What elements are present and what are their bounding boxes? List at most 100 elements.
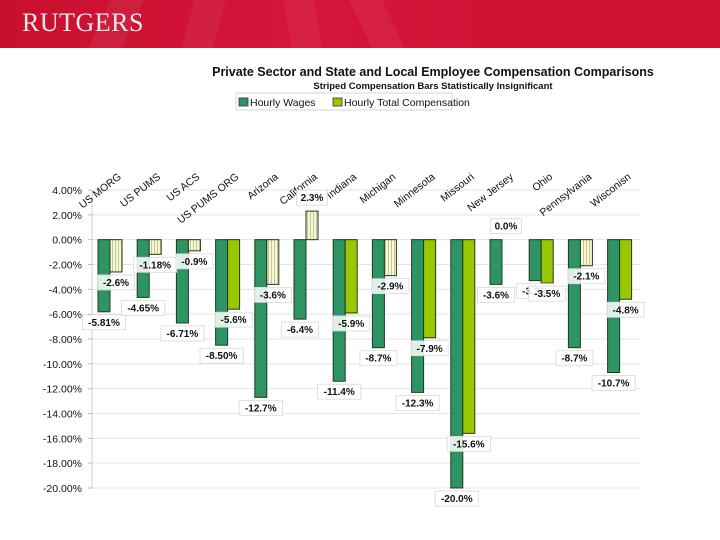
legend-box (235, 92, 453, 111)
header-banner: RUTGERS (0, 0, 720, 48)
data-label-box (214, 311, 253, 328)
data-label-hourly-total-compensation: -5.9% (338, 319, 364, 330)
bar-hourly-total-compensation (579, 239, 593, 267)
data-label-hourly-wages: -12.3% (402, 398, 434, 409)
legend-label-hourly-total-compensation: Hourly Total Compensation (344, 97, 470, 109)
bar-hourly-wages (175, 239, 189, 324)
bar-hourly-wages (215, 239, 229, 346)
y-tick-label: -2.00% (49, 260, 82, 272)
data-label-hourly-total-compensation: -2.1% (573, 272, 599, 283)
data-label-hourly-total-compensation: -3.5% (534, 289, 560, 300)
bar-hourly-total-compensation (619, 239, 633, 300)
data-label-box (82, 314, 127, 331)
x-category-label: US MORG (77, 171, 124, 211)
legend-swatch-hourly-total-compensation (332, 97, 343, 107)
data-label-hourly-total-compensation: -2.6% (103, 278, 129, 289)
data-label-box (121, 300, 166, 316)
bar-hourly-wages (293, 239, 307, 320)
y-tick-label: -20.00% (43, 483, 82, 495)
y-tick-label: -6.00% (49, 309, 82, 321)
data-label-hourly-total-compensation: -0.9% (181, 257, 207, 268)
y-tick-label: 0.00% (52, 235, 82, 247)
data-labels: -5.81% -4.65% -6.71% -8.50% -12.7% -6.4% -11.4… (82, 189, 645, 507)
data-label-box (296, 189, 328, 206)
chart-title: Private Sector and State and Local Emplo… (212, 65, 654, 79)
data-label-box (160, 325, 205, 342)
y-tick-label: -14.00% (43, 409, 82, 421)
bar-hourly-total-compensation (462, 239, 476, 434)
bar-hourly-total-compensation (148, 239, 162, 255)
data-label-box (359, 350, 398, 367)
data-label-box (199, 347, 244, 364)
data-label-hourly-total-compensation: -5.6% (221, 315, 247, 326)
data-label-box (317, 383, 362, 400)
data-label-box (332, 315, 371, 332)
bar-hourly-total-compensation (540, 239, 554, 284)
data-label-hourly-wages: -20.0% (441, 494, 473, 505)
data-label-hourly-wages: -10.7% (598, 379, 630, 390)
bar-hourly-wages (254, 239, 268, 398)
data-label-hourly-wages: -8.50% (206, 351, 238, 362)
y-tick-label: 2.00% (52, 210, 82, 222)
y-tick-label: 4.00% (52, 185, 82, 197)
data-label-hourly-total-compensation: -1.18% (139, 260, 171, 271)
bar-hourly-total-compensation (187, 239, 201, 252)
data-label-hourly-total-compensation: -4.8% (613, 305, 639, 316)
data-label-hourly-total-compensation: -2.9% (377, 282, 403, 293)
bar-hourly-total-compensation (305, 210, 319, 241)
data-label-box (410, 340, 449, 357)
data-label-box (477, 286, 515, 303)
data-label-box (446, 435, 491, 452)
chart-subtitle: Striped Compensation Bars Statistically … (313, 81, 553, 92)
data-label-box (175, 253, 214, 270)
data-label-hourly-wages: -11.4% (324, 387, 355, 398)
data-label-hourly-wages: -12.7% (245, 403, 277, 414)
data-label-box (591, 375, 636, 391)
data-label-hourly-total-compensation: -7.9% (417, 344, 443, 355)
data-label-box (567, 268, 606, 285)
data-label-box (97, 274, 135, 291)
bar-hourly-wages (332, 239, 346, 382)
y-tick-label: -10.00% (43, 359, 82, 371)
bar-hourly-total-compensation (109, 239, 123, 273)
bar-hourly-total-compensation (344, 239, 358, 314)
bar-hourly-total-compensation (227, 239, 241, 310)
data-label-box (253, 286, 292, 303)
data-label-hourly-wages: -4.65% (127, 303, 159, 314)
rutgers-logo: RUTGERS (22, 8, 144, 37)
data-label-hourly-total-compensation: 0.0% (495, 222, 518, 233)
data-label-hourly-wages: -3.6% (483, 290, 509, 301)
bar-hourly-total-compensation (266, 239, 280, 285)
data-label-hourly-total-compensation: -3.6% (260, 290, 286, 301)
y-axis: 4.00% 2.00% 0.00% -2.00% -4.00% -6.00% -8.00% -… (43, 185, 93, 495)
y-tick-label: -16.00% (43, 433, 82, 445)
bar-hourly-total-compensation (383, 239, 397, 277)
bars (97, 210, 633, 489)
x-category-label: Ohio (530, 171, 555, 194)
bar-hourly-total-compensation (423, 239, 437, 339)
data-label-hourly-total-compensation: -15.6% (453, 439, 485, 450)
data-label-box (395, 394, 440, 411)
data-label-hourly-wages: -8.7% (561, 354, 587, 365)
data-label-box (528, 285, 567, 302)
legend: Hourly Wages Hourly Total Compensation (235, 92, 470, 111)
y-tick-label: -4.00% (49, 284, 82, 296)
data-label-box (434, 490, 479, 507)
bar-hourly-wages (489, 239, 503, 285)
y-tick-label: -8.00% (49, 334, 82, 346)
data-label-box (606, 301, 645, 318)
data-label-hourly-wages: -6.71% (167, 329, 199, 340)
data-label-box (281, 321, 319, 338)
data-label-hourly-wages: -6.4% (287, 325, 313, 336)
x-category-label: Arizona (245, 171, 281, 202)
data-label-box (555, 350, 594, 367)
y-tick-label: -12.00% (43, 384, 82, 396)
y-tick-label: -18.00% (43, 458, 82, 470)
data-label-hourly-wages: -5.81% (88, 318, 120, 329)
bar-hourly-wages (567, 239, 581, 349)
x-category-label: Indiana (325, 171, 360, 202)
data-label-hourly-total-compensation: 2.3% (301, 193, 324, 204)
legend-swatch-hourly-wages (238, 97, 249, 107)
